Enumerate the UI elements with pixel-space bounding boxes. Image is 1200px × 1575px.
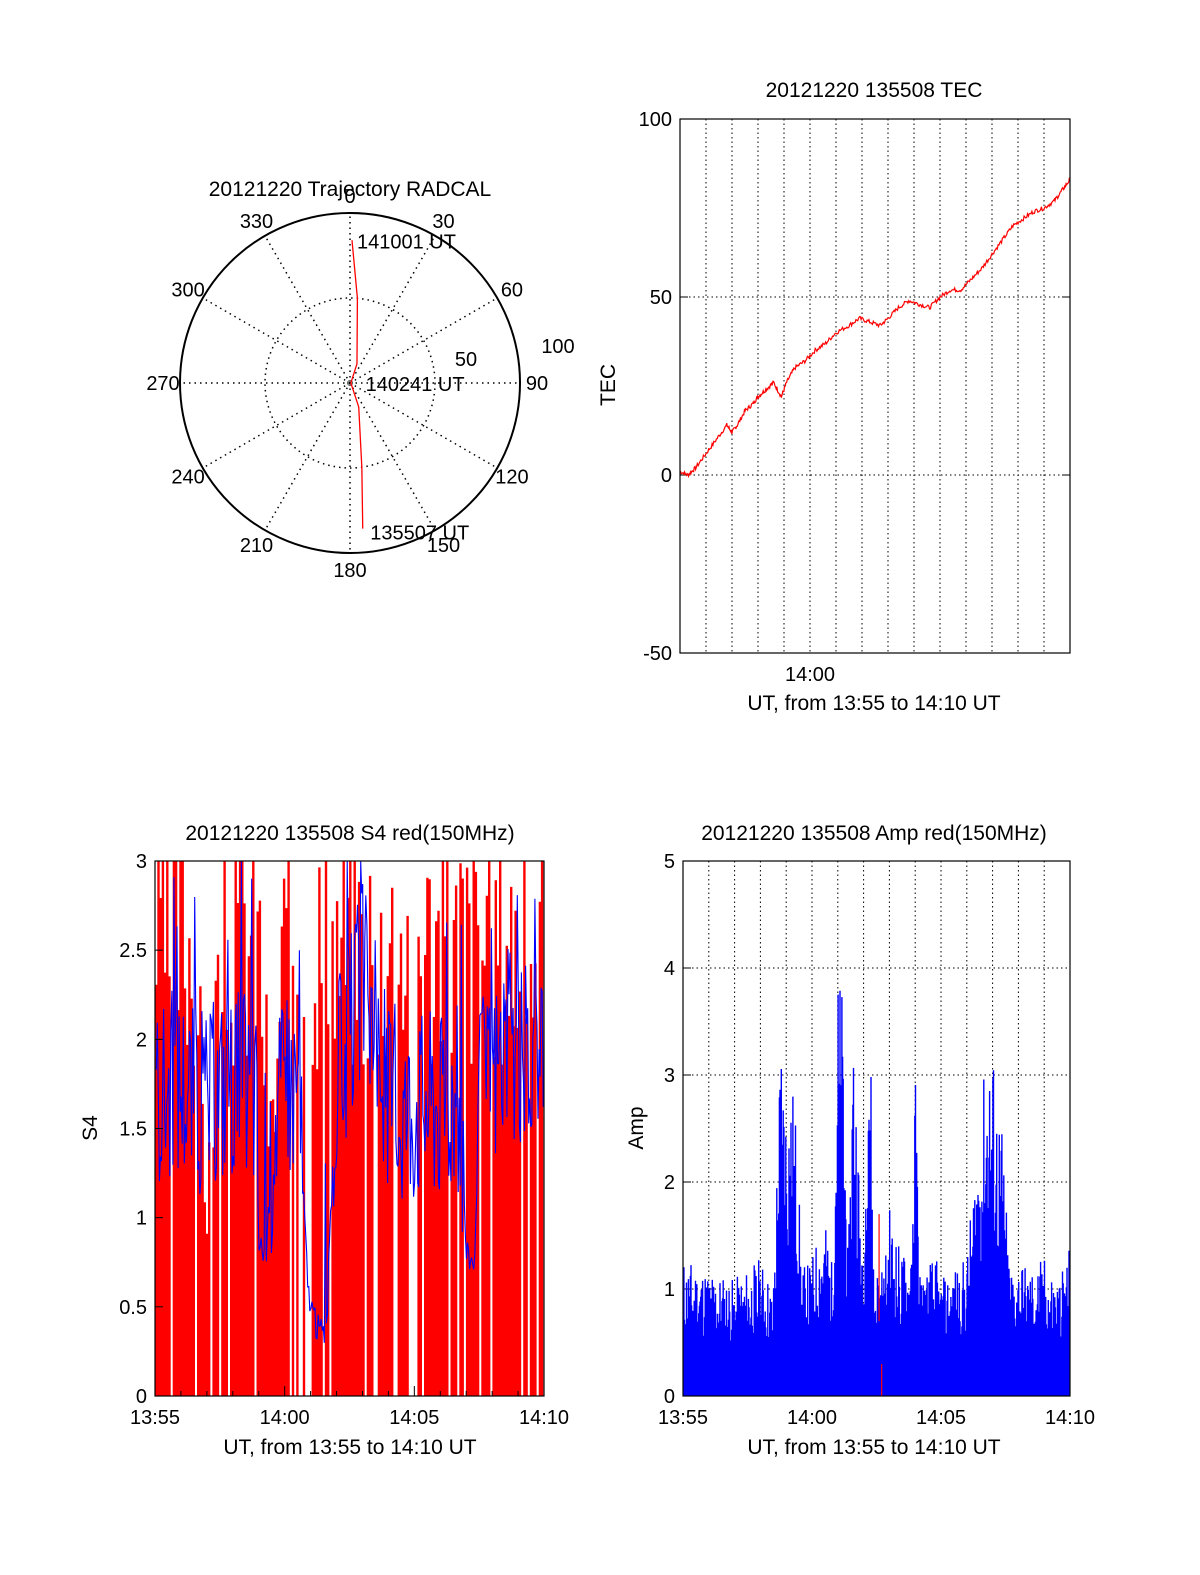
amp-ytick-label: 4 — [664, 958, 675, 980]
polar-angle-label: 30 — [432, 211, 454, 233]
polar-angle-label: 300 — [171, 280, 204, 302]
polar-outer-ring — [179, 212, 521, 554]
s4-xtick-label: 14:05 — [389, 1407, 439, 1429]
s4-ytick-label: 3 — [136, 851, 147, 873]
polar-angle-label: 120 — [495, 467, 528, 489]
trajectory-time-label: 141001 UT — [357, 231, 456, 253]
s4-ytick-label: 0 — [136, 1386, 147, 1408]
amp-xtick-label: 14:00 — [787, 1407, 837, 1429]
polar-spoke — [349, 235, 436, 384]
tec-title: 20121220 135508 TEC — [766, 79, 983, 102]
s4-ytick-label: 2.5 — [119, 940, 147, 962]
amp-xtick-label: 14:10 — [1045, 1407, 1095, 1429]
polar-spoke — [349, 297, 498, 384]
polar-angle-label: 270 — [146, 373, 179, 395]
polar-angle-label: 240 — [171, 467, 204, 489]
s4-panel: 20121220 135508 S4 red(150MHz) UT, from … — [79, 822, 569, 1459]
amp-panel: 20121220 135508 Amp red(150MHz) UT, from… — [625, 822, 1095, 1459]
polar-angle-label: 90 — [526, 373, 548, 395]
amp-xlabel: UT, from 13:55 to 14:10 UT — [747, 1436, 1000, 1459]
tec-plot: -50 0 50 100 14:00 — [639, 109, 1071, 686]
s4-ylabel: S4 — [79, 1115, 102, 1141]
s4-ytick-label: 1.5 — [119, 1119, 147, 1141]
s4-xlabel: UT, from 13:55 to 14:10 UT — [223, 1436, 476, 1459]
tec-ylabel: TEC — [597, 364, 620, 406]
amp-xtick-label: 13:55 — [658, 1407, 708, 1429]
trajectory-time-label: 135507 UT — [370, 522, 469, 544]
trajectory-time-label: 140241 UT — [366, 374, 465, 396]
s4-frame — [154, 860, 545, 1397]
polar-angle-label: 150 — [427, 535, 460, 557]
tec-panel: 20121220 135508 TEC UT, from 13:55 to 14… — [597, 79, 1071, 715]
polar-angle-label: 330 — [240, 211, 273, 233]
amp-title: 20121220 135508 Amp red(150MHz) — [701, 822, 1047, 845]
tec-series-line — [680, 177, 1071, 479]
tec-xlabel: UT, from 13:55 to 14:10 UT — [747, 692, 1000, 715]
trajectory-line — [350, 240, 364, 529]
polar-center-mark — [347, 380, 353, 386]
s4-ytick-label: 0.5 — [119, 1297, 147, 1319]
polar-spoke — [264, 382, 351, 531]
polar-inner-ring — [264, 297, 436, 469]
polar-spoke — [349, 382, 498, 469]
s4-title: 20121220 135508 S4 red(150MHz) — [185, 822, 514, 845]
s4-xtick-label: 13:55 — [130, 1407, 180, 1429]
s4-ytick-label: 1 — [136, 1208, 147, 1230]
amp-ylabel: Amp — [625, 1106, 648, 1149]
polar-radius-label: 50 — [455, 349, 477, 371]
s4-plot: 0 0.5 1 1.5 2 2.5 3 13:55 14:00 14:05 14:10 — [119, 851, 569, 1429]
polar-trajectory: 141001 UT 140241 UT 135507 UT — [350, 231, 469, 544]
amp-ytick-label: 1 — [664, 1279, 675, 1301]
polar-spoke — [349, 382, 436, 531]
amp-ytick-label: 5 — [664, 851, 675, 873]
polar-angle-label: 0 — [344, 186, 355, 208]
amp-ytick-label: 3 — [664, 1065, 675, 1087]
polar-spoke — [202, 297, 351, 384]
tec-ytick-label: -50 — [643, 643, 672, 665]
tec-ytick-label: 100 — [639, 109, 672, 131]
polar-angle-label: 210 — [240, 535, 273, 557]
amp-xtick-label: 14:05 — [916, 1407, 966, 1429]
amp-frame — [682, 860, 1071, 1397]
polar-title: 20121220 Trajectory RADCAL — [209, 178, 492, 201]
amp-ytick-label: 0 — [664, 1386, 675, 1408]
polar-spoke — [202, 382, 351, 469]
polar-panel: 20121220 Trajectory RADCAL 0 30 60 90 120 150… — [146, 178, 574, 582]
amp-plot: 0 1 2 3 4 5 13:55 14:00 14:05 14:10 — [658, 851, 1095, 1429]
s4-blue-series — [155, 860, 544, 1343]
polar-labels: 0 30 60 90 120 150 180 210 240 270 300 330 50 100 — [146, 186, 574, 582]
tec-ytick-label: 50 — [650, 287, 672, 309]
polar-angle-label: 180 — [333, 560, 366, 582]
s4-xtick-label: 14:00 — [260, 1407, 310, 1429]
tec-frame — [679, 118, 1071, 654]
s4-xtick-label: 14:10 — [519, 1407, 569, 1429]
s4-ytick-label: 2 — [136, 1029, 147, 1051]
tec-xtick-label: 14:00 — [785, 664, 835, 686]
tec-ytick-label: 0 — [661, 465, 672, 487]
amp-blue-series — [682, 990, 1071, 1396]
polar-spoke — [264, 235, 351, 384]
polar-grid — [179, 212, 521, 554]
polar-angle-label: 60 — [501, 280, 523, 302]
amp-ytick-label: 2 — [664, 1172, 675, 1194]
polar-radius-label: 100 — [541, 336, 574, 358]
